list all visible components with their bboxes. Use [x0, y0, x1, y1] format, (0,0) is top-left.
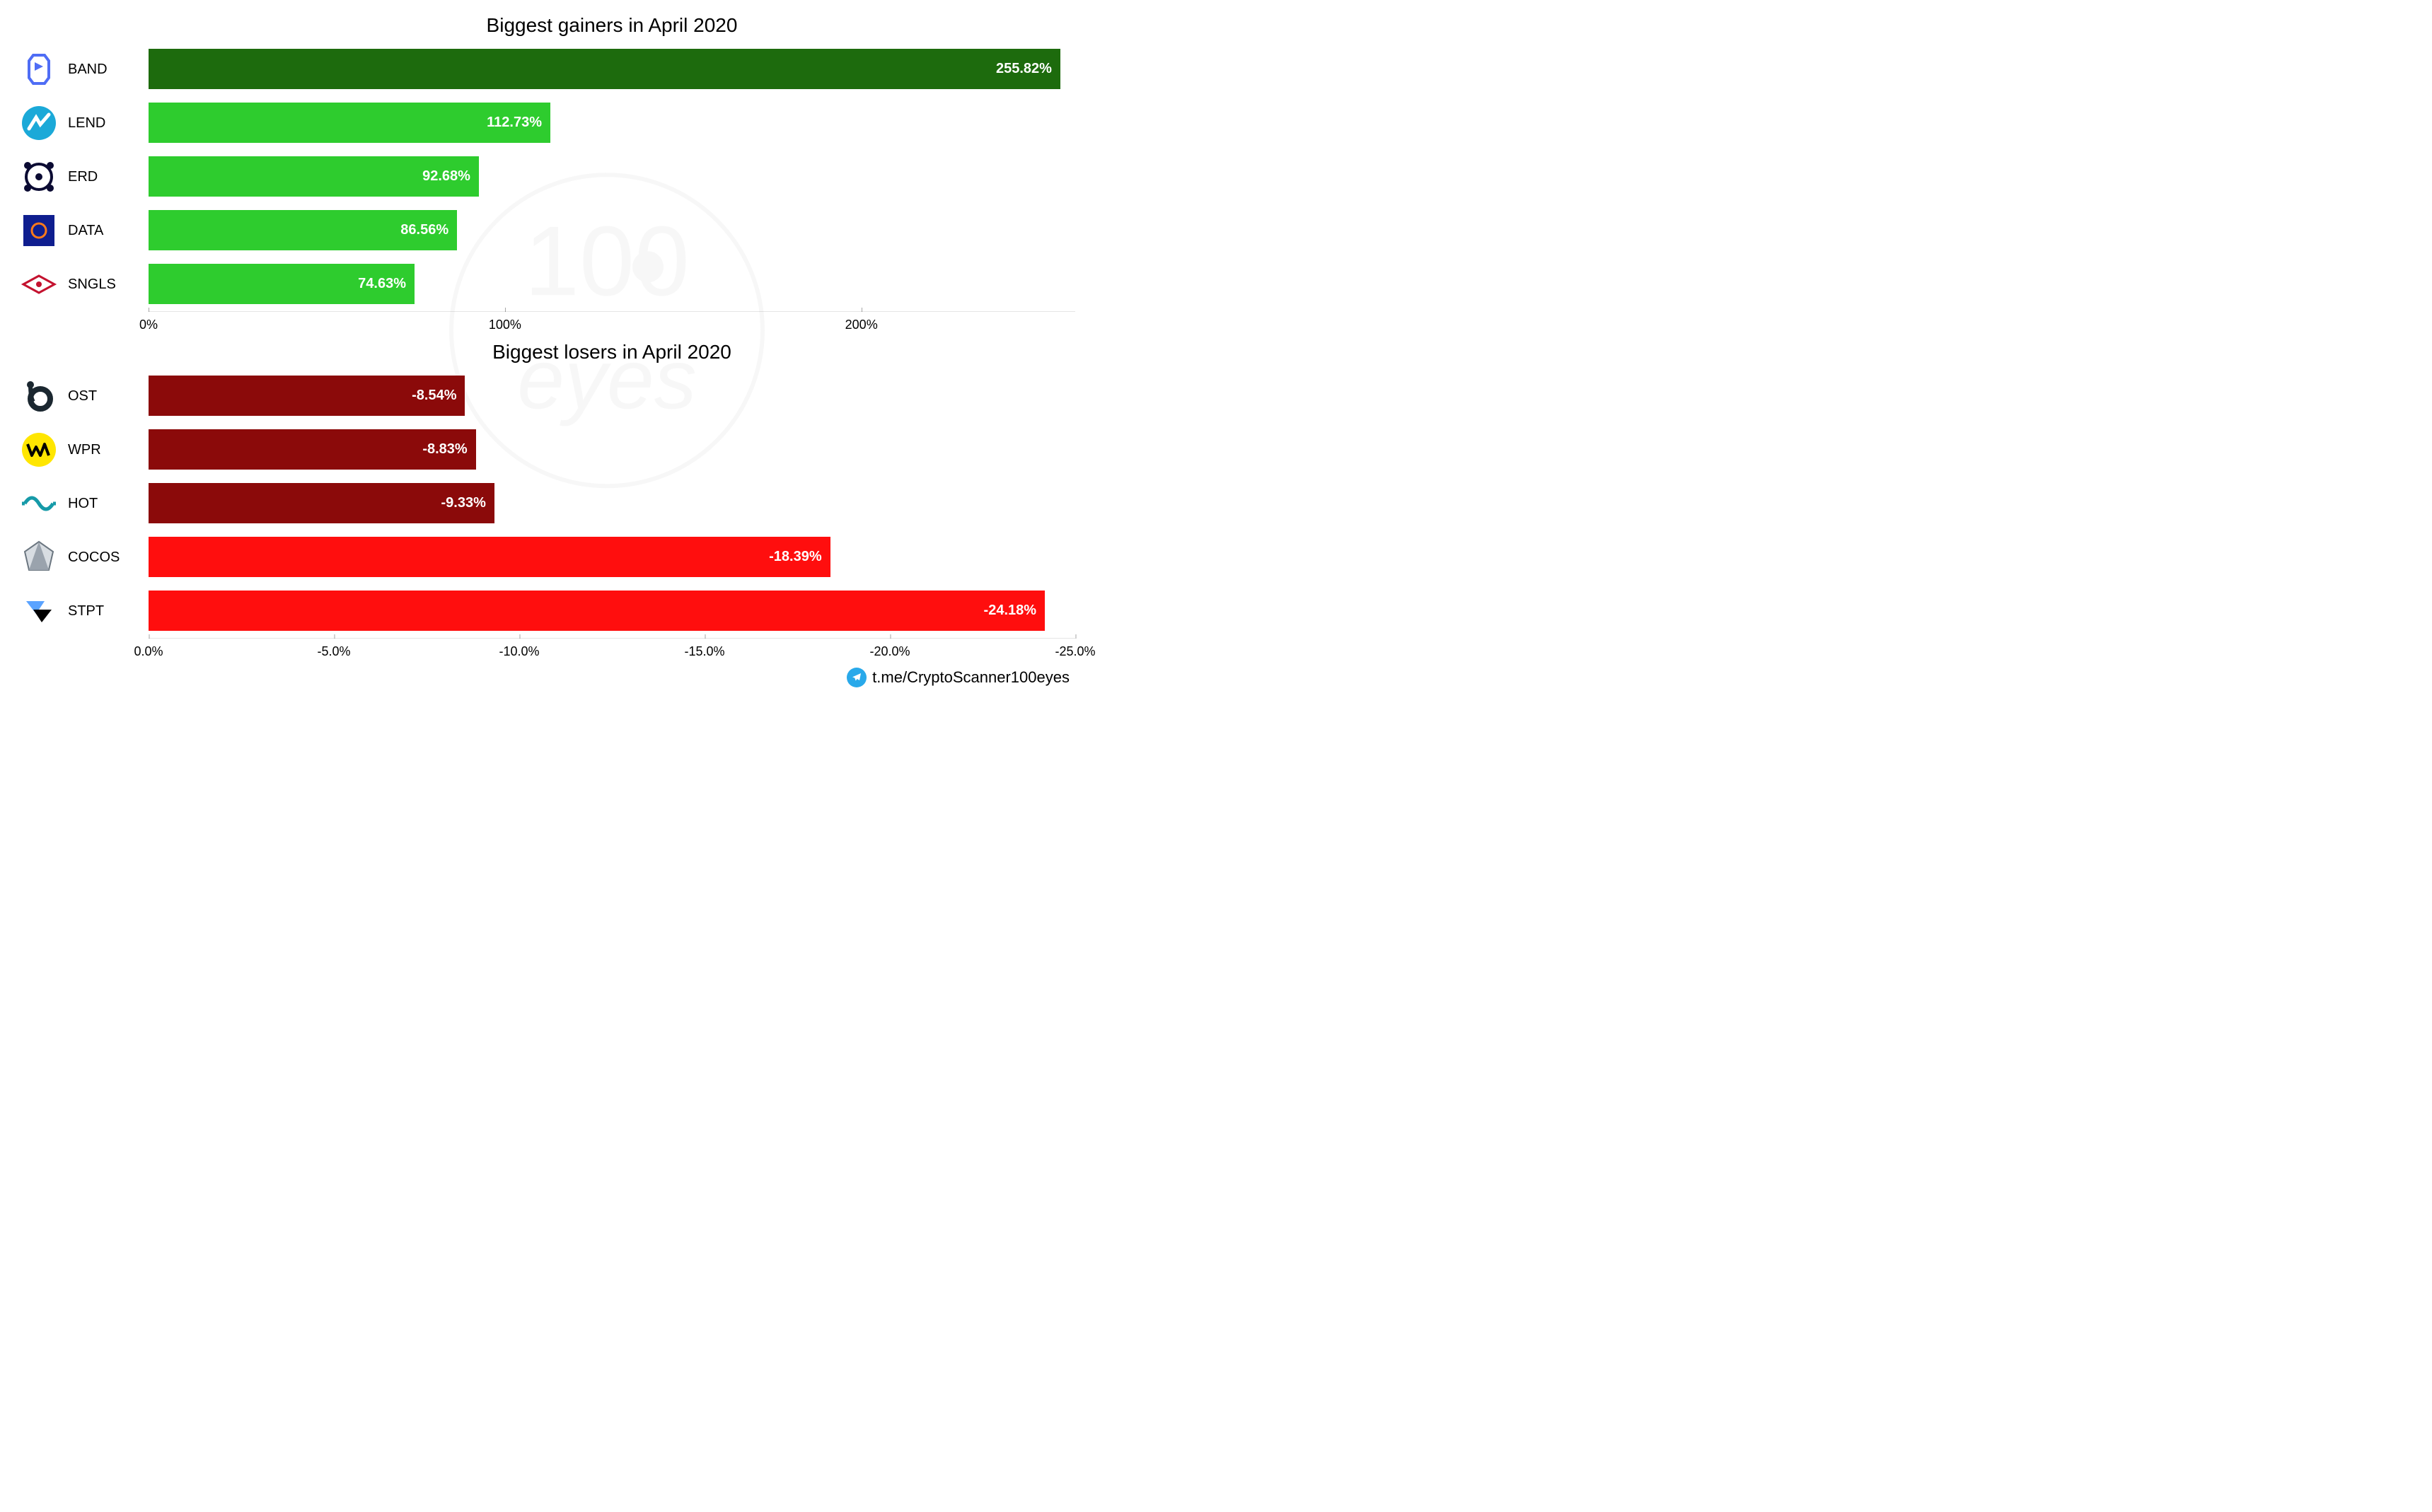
losers-symbol-label: WPR [64, 442, 149, 458]
telegram-icon [847, 668, 867, 687]
gainers-xtick-label: 100% [489, 318, 521, 332]
losers-row: STPT -24.18% [14, 584, 1075, 638]
gainers-bar-value: 86.56% [400, 222, 448, 238]
losers-bar-value: -24.18% [984, 603, 1037, 619]
gainers-bar-value: 74.63% [358, 276, 406, 292]
gainers-bar-value: 255.82% [996, 61, 1052, 77]
losers-bar-value: -18.39% [769, 549, 822, 565]
band-icon [21, 51, 57, 88]
losers-bar: -18.39% [149, 537, 830, 577]
gainers-x-axis: 0%100%200% [149, 311, 1075, 337]
gainers-symbol-label: BAND [64, 62, 149, 78]
gainers-chart: Biggest gainers in April 2020 BAND 255.82… [14, 14, 1075, 337]
gainers-xtick: 0% [139, 312, 158, 332]
losers-symbol-label: STPT [64, 603, 149, 620]
gainers-xtick-label: 200% [845, 318, 878, 332]
wpr-icon [21, 431, 57, 468]
gainers-row: SNGLS 74.63% [14, 257, 1075, 311]
losers-xtick: -5.0% [317, 639, 350, 659]
losers-xtick-label: -25.0% [1055, 644, 1095, 658]
gainers-xtick-label: 0% [139, 318, 158, 332]
losers-symbol-label: HOT [64, 496, 149, 512]
losers-xtick-label: 0.0% [134, 644, 163, 658]
losers-xtick-label: -5.0% [317, 644, 350, 658]
gainers-bar-value: 112.73% [487, 115, 542, 131]
losers-bar: -8.83% [149, 429, 476, 470]
losers-xtick: 0.0% [134, 639, 163, 659]
gainers-bar: 86.56% [149, 210, 457, 250]
gainers-row: BAND 255.82% [14, 42, 1075, 96]
data-icon [21, 212, 57, 249]
gainers-row: DATA 86.56% [14, 204, 1075, 257]
footer-link-text: t.me/CryptoScanner100eyes [872, 668, 1070, 687]
gainers-row: LEND 112.73% [14, 96, 1075, 150]
losers-chart-title: Biggest losers in April 2020 [14, 341, 1075, 364]
losers-xtick: -10.0% [499, 639, 539, 659]
losers-row: COCOS -18.39% [14, 530, 1075, 584]
erd-icon [21, 158, 57, 195]
losers-xtick-label: -15.0% [684, 644, 724, 658]
losers-row: HOT -9.33% [14, 477, 1075, 530]
losers-chart: Biggest losers in April 2020 OST -8.54% WP… [14, 341, 1075, 663]
gainers-symbol-label: SNGLS [64, 277, 149, 293]
losers-symbol-label: COCOS [64, 549, 149, 566]
losers-bar: -8.54% [149, 376, 465, 416]
gainers-symbol-label: DATA [64, 223, 149, 239]
sngls-icon [21, 266, 57, 303]
losers-row: OST -8.54% [14, 369, 1075, 423]
losers-bar-value: -8.54% [412, 388, 456, 404]
gainers-bar: 74.63% [149, 264, 415, 304]
losers-xtick-label: -10.0% [499, 644, 539, 658]
losers-symbol-label: OST [64, 388, 149, 405]
losers-bar: -9.33% [149, 483, 494, 523]
losers-bar: -24.18% [149, 591, 1045, 631]
losers-x-axis: 0.0%-5.0%-10.0%-15.0%-20.0%-25.0% [149, 638, 1075, 663]
gainers-row: ERD 92.68% [14, 150, 1075, 204]
losers-xtick: -20.0% [869, 639, 910, 659]
losers-bar-value: -8.83% [422, 441, 467, 458]
losers-xtick: -15.0% [684, 639, 724, 659]
gainers-symbol-label: LEND [64, 115, 149, 132]
hot-icon [21, 485, 57, 522]
gainers-bar: 112.73% [149, 103, 550, 143]
losers-xtick-label: -20.0% [869, 644, 910, 658]
stpt-icon [21, 593, 57, 629]
gainers-bar-value: 92.68% [422, 168, 470, 185]
gainers-bar: 255.82% [149, 49, 1060, 89]
gainers-chart-title: Biggest gainers in April 2020 [14, 14, 1075, 37]
losers-row: WPR -8.83% [14, 423, 1075, 477]
losers-xtick: -25.0% [1055, 639, 1095, 659]
gainers-symbol-label: ERD [64, 169, 149, 185]
ost-icon [21, 378, 57, 414]
losers-bar-value: -9.33% [441, 495, 486, 511]
footer: t.me/CryptoScanner100eyes [14, 663, 1075, 687]
gainers-xtick: 200% [845, 312, 878, 332]
lend-icon [21, 105, 57, 141]
cocos-icon [21, 539, 57, 576]
gainers-bar: 92.68% [149, 156, 479, 197]
gainers-xtick: 100% [489, 312, 521, 332]
